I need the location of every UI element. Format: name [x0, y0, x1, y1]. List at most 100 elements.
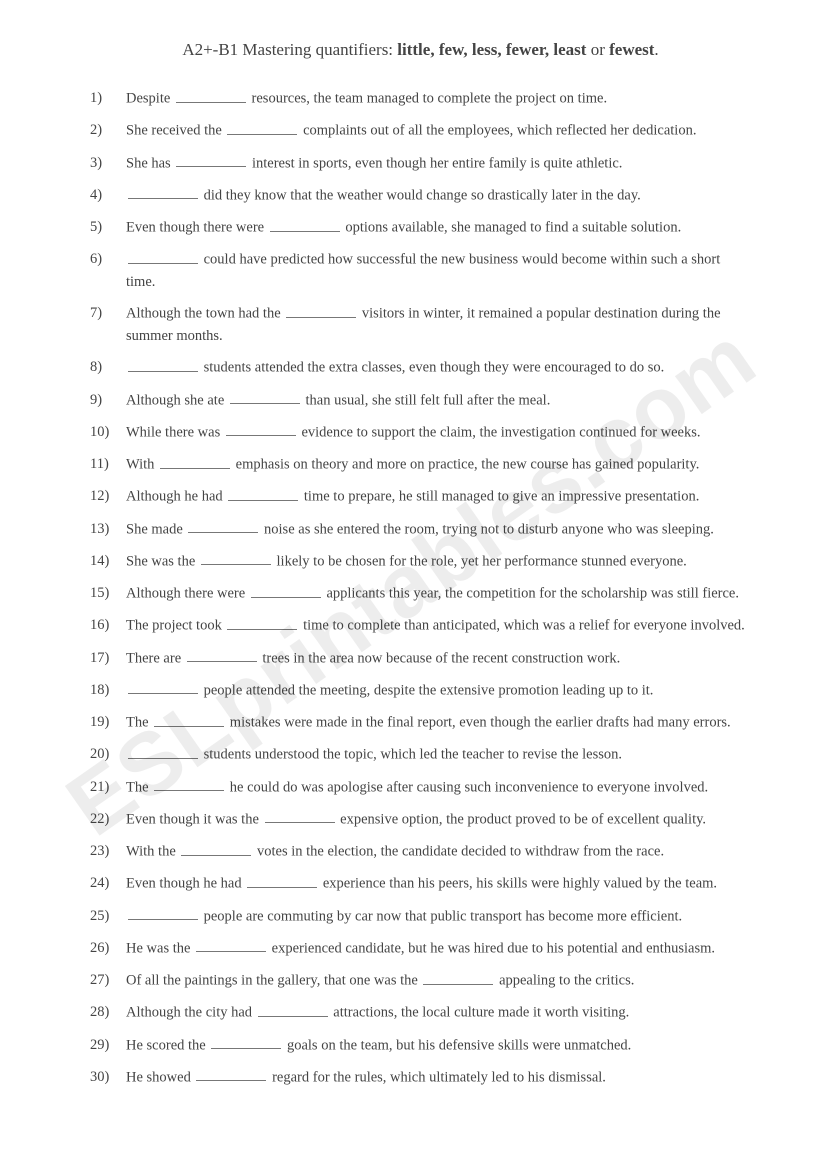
exercise-item: 16)The project took time to complete tha…: [90, 615, 751, 637]
exercise-item: 19)The mistakes were made in the final r…: [90, 712, 751, 734]
fill-blank[interactable]: [128, 744, 198, 759]
item-post-text: students attended the extra classes, eve…: [200, 360, 664, 376]
item-pre-text: She received the: [126, 123, 225, 139]
exercise-item: 17)There are trees in the area now becau…: [90, 648, 751, 670]
exercise-item: 8) students attended the extra classes, …: [90, 357, 751, 379]
fill-blank[interactable]: [196, 938, 266, 953]
item-text: The project took time to complete than a…: [126, 615, 751, 637]
fill-blank[interactable]: [265, 809, 335, 824]
item-number: 29): [90, 1035, 126, 1057]
item-text: Despite resources, the team managed to c…: [126, 88, 751, 110]
item-pre-text: Although the city had: [126, 1005, 256, 1021]
fill-blank[interactable]: [230, 390, 300, 405]
exercise-item: 4) did they know that the weather would …: [90, 185, 751, 207]
item-post-text: complaints out of all the employees, whi…: [299, 123, 696, 139]
fill-blank[interactable]: [154, 777, 224, 792]
item-number: 6): [90, 249, 126, 271]
fill-blank[interactable]: [258, 1002, 328, 1017]
fill-blank[interactable]: [187, 648, 257, 663]
title-last: fewest: [609, 40, 654, 59]
title-or: or: [586, 40, 609, 59]
fill-blank[interactable]: [226, 422, 296, 437]
exercise-item: 10)While there was evidence to support t…: [90, 422, 751, 444]
item-text: Although she ate than usual, she still f…: [126, 390, 751, 412]
exercise-item: 26)He was the experienced candidate, but…: [90, 938, 751, 960]
item-number: 21): [90, 777, 126, 799]
item-number: 17): [90, 648, 126, 670]
fill-blank[interactable]: [128, 185, 198, 200]
item-post-text: mistakes were made in the final report, …: [226, 715, 731, 731]
item-number: 30): [90, 1067, 126, 1089]
fill-blank[interactable]: [227, 615, 297, 630]
exercise-item: 30)He showed regard for the rules, which…: [90, 1067, 751, 1089]
fill-blank[interactable]: [128, 249, 198, 264]
exercise-list: 1)Despite resources, the team managed to…: [90, 88, 751, 1089]
fill-blank[interactable]: [176, 88, 246, 103]
fill-blank[interactable]: [270, 217, 340, 232]
exercise-item: 18) people attended the meeting, despite…: [90, 680, 751, 702]
exercise-item: 2)She received the complaints out of all…: [90, 120, 751, 142]
exercise-item: 28)Although the city had attractions, th…: [90, 1002, 751, 1024]
item-text: He was the experienced candidate, but he…: [126, 938, 751, 960]
fill-blank[interactable]: [128, 906, 198, 921]
item-text: The he could do was apologise after caus…: [126, 777, 751, 799]
item-pre-text: She made: [126, 521, 186, 537]
fill-blank[interactable]: [227, 120, 297, 135]
fill-blank[interactable]: [196, 1067, 266, 1082]
fill-blank[interactable]: [228, 486, 298, 501]
item-post-text: than usual, she still felt full after th…: [302, 392, 550, 408]
item-post-text: appealing to the critics.: [495, 973, 634, 989]
exercise-item: 22)Even though it was the expensive opti…: [90, 809, 751, 831]
exercise-item: 15)Although there were applicants this y…: [90, 583, 751, 605]
item-post-text: noise as she entered the room, trying no…: [260, 521, 713, 537]
fill-blank[interactable]: [247, 873, 317, 888]
item-number: 1): [90, 88, 126, 110]
fill-blank[interactable]: [176, 153, 246, 168]
fill-blank[interactable]: [423, 970, 493, 985]
title-period: .: [654, 40, 658, 59]
exercise-item: 11)With emphasis on theory and more on p…: [90, 454, 751, 476]
item-number: 24): [90, 873, 126, 895]
item-number: 5): [90, 217, 126, 239]
item-number: 8): [90, 357, 126, 379]
fill-blank[interactable]: [128, 680, 198, 695]
item-pre-text: Although she ate: [126, 392, 228, 408]
item-post-text: experienced candidate, but he was hired …: [268, 940, 715, 956]
fill-blank[interactable]: [128, 357, 198, 372]
item-text: Although the city had attractions, the l…: [126, 1002, 751, 1024]
item-number: 13): [90, 519, 126, 541]
item-pre-text: With the: [126, 844, 179, 860]
fill-blank[interactable]: [181, 841, 251, 856]
item-text: With emphasis on theory and more on prac…: [126, 454, 751, 476]
item-number: 3): [90, 153, 126, 175]
fill-blank[interactable]: [154, 712, 224, 727]
item-post-text: votes in the election, the candidate dec…: [253, 844, 664, 860]
item-number: 22): [90, 809, 126, 831]
item-pre-text: Although the town had the: [126, 306, 284, 322]
exercise-item: 7)Although the town had the visitors in …: [90, 303, 751, 347]
fill-blank[interactable]: [251, 583, 321, 598]
item-number: 28): [90, 1002, 126, 1024]
item-pre-text: Even though there were: [126, 220, 268, 236]
item-text: people are commuting by car now that pub…: [126, 906, 751, 928]
fill-blank[interactable]: [160, 454, 230, 469]
item-number: 26): [90, 938, 126, 960]
item-post-text: applicants this year, the competition fo…: [323, 586, 739, 602]
item-text: Although there were applicants this year…: [126, 583, 751, 605]
item-pre-text: She was the: [126, 553, 199, 569]
fill-blank[interactable]: [201, 551, 271, 566]
item-pre-text: Even though it was the: [126, 811, 263, 827]
item-text: Although the town had the visitors in wi…: [126, 303, 751, 347]
fill-blank[interactable]: [286, 303, 356, 318]
item-post-text: experience than his peers, his skills we…: [319, 876, 717, 892]
fill-blank[interactable]: [211, 1035, 281, 1050]
exercise-item: 21)The he could do was apologise after c…: [90, 777, 751, 799]
item-text: Even though it was the expensive option,…: [126, 809, 751, 831]
item-pre-text: He was the: [126, 940, 194, 956]
item-post-text: did they know that the weather would cha…: [200, 187, 641, 203]
fill-blank[interactable]: [188, 519, 258, 534]
item-text: people attended the meeting, despite the…: [126, 680, 751, 702]
item-number: 14): [90, 551, 126, 573]
item-number: 2): [90, 120, 126, 142]
item-text: Of all the paintings in the gallery, tha…: [126, 970, 751, 992]
